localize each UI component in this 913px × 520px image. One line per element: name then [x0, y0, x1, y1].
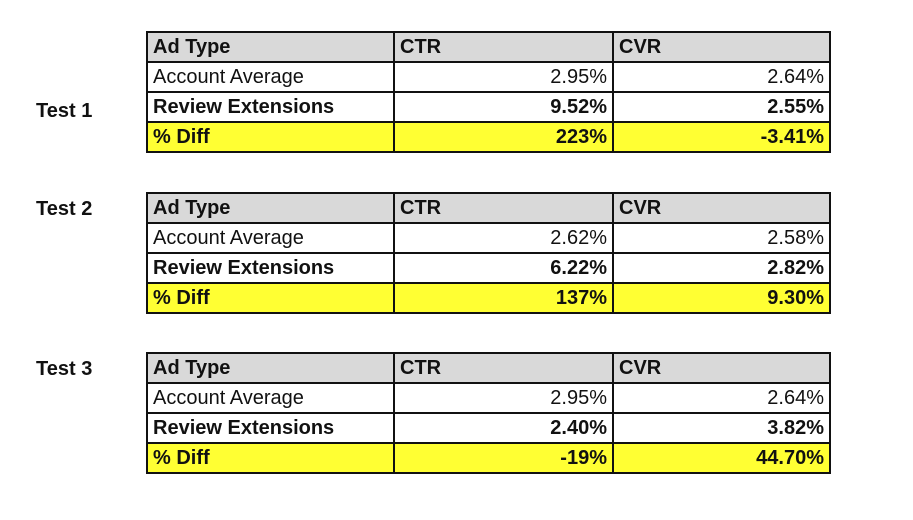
- test-3-table: Ad Type CTR CVR Account Average 2.95% 2.…: [146, 352, 831, 474]
- header-ad-type: Ad Type: [146, 352, 395, 384]
- table-row-review-extensions: Review Extensions 6.22% 2.82%: [146, 252, 831, 284]
- cell-ctr: -19%: [393, 442, 614, 474]
- table-header-row: Ad Type CTR CVR: [146, 352, 831, 384]
- table-row-review-extensions: Review Extensions 2.40% 3.82%: [146, 412, 831, 444]
- header-ad-type: Ad Type: [146, 31, 395, 63]
- header-ctr: CTR: [393, 192, 614, 224]
- cell-ctr: 2.95%: [393, 382, 614, 414]
- header-ctr: CTR: [393, 31, 614, 63]
- cell-ctr: 137%: [393, 282, 614, 314]
- header-cvr: CVR: [612, 352, 831, 384]
- test-3-label: Test 3: [36, 358, 93, 380]
- cell-cvr: 3.82%: [612, 412, 831, 444]
- cell-cvr: 2.58%: [612, 222, 831, 254]
- cell-cvr: 2.64%: [612, 61, 831, 93]
- cell-cvr: 44.70%: [612, 442, 831, 474]
- cell-cvr: 2.82%: [612, 252, 831, 284]
- cell-ad-type: Review Extensions: [146, 91, 395, 123]
- cell-ad-type: % Diff: [146, 282, 395, 314]
- test-1-table: Ad Type CTR CVR Account Average 2.95% 2.…: [146, 31, 831, 153]
- header-ctr: CTR: [393, 352, 614, 384]
- cell-ad-type: % Diff: [146, 442, 395, 474]
- table-row-diff: % Diff 223% -3.41%: [146, 121, 831, 153]
- header-ad-type: Ad Type: [146, 192, 395, 224]
- table-row-diff: % Diff 137% 9.30%: [146, 282, 831, 314]
- test-1-label: Test 1: [36, 100, 93, 122]
- cell-cvr: 2.64%: [612, 382, 831, 414]
- test-2-label: Test 2: [36, 198, 93, 220]
- table-row-account-average: Account Average 2.95% 2.64%: [146, 61, 831, 93]
- cell-ctr: 223%: [393, 121, 614, 153]
- cell-ctr: 2.62%: [393, 222, 614, 254]
- cell-ctr: 9.52%: [393, 91, 614, 123]
- cell-ad-type: Account Average: [146, 61, 395, 93]
- table-row-account-average: Account Average 2.62% 2.58%: [146, 222, 831, 254]
- table-row-review-extensions: Review Extensions 9.52% 2.55%: [146, 91, 831, 123]
- cell-ad-type: Review Extensions: [146, 412, 395, 444]
- cell-ad-type: Account Average: [146, 222, 395, 254]
- cell-cvr: -3.41%: [612, 121, 831, 153]
- table-header-row: Ad Type CTR CVR: [146, 31, 831, 63]
- cell-cvr: 9.30%: [612, 282, 831, 314]
- table-row-account-average: Account Average 2.95% 2.64%: [146, 382, 831, 414]
- header-cvr: CVR: [612, 192, 831, 224]
- test-2-table: Ad Type CTR CVR Account Average 2.62% 2.…: [146, 192, 831, 314]
- cell-cvr: 2.55%: [612, 91, 831, 123]
- header-cvr: CVR: [612, 31, 831, 63]
- cell-ctr: 2.40%: [393, 412, 614, 444]
- table-row-diff: % Diff -19% 44.70%: [146, 442, 831, 474]
- cell-ad-type: % Diff: [146, 121, 395, 153]
- cell-ctr: 2.95%: [393, 61, 614, 93]
- cell-ctr: 6.22%: [393, 252, 614, 284]
- cell-ad-type: Account Average: [146, 382, 395, 414]
- cell-ad-type: Review Extensions: [146, 252, 395, 284]
- table-header-row: Ad Type CTR CVR: [146, 192, 831, 224]
